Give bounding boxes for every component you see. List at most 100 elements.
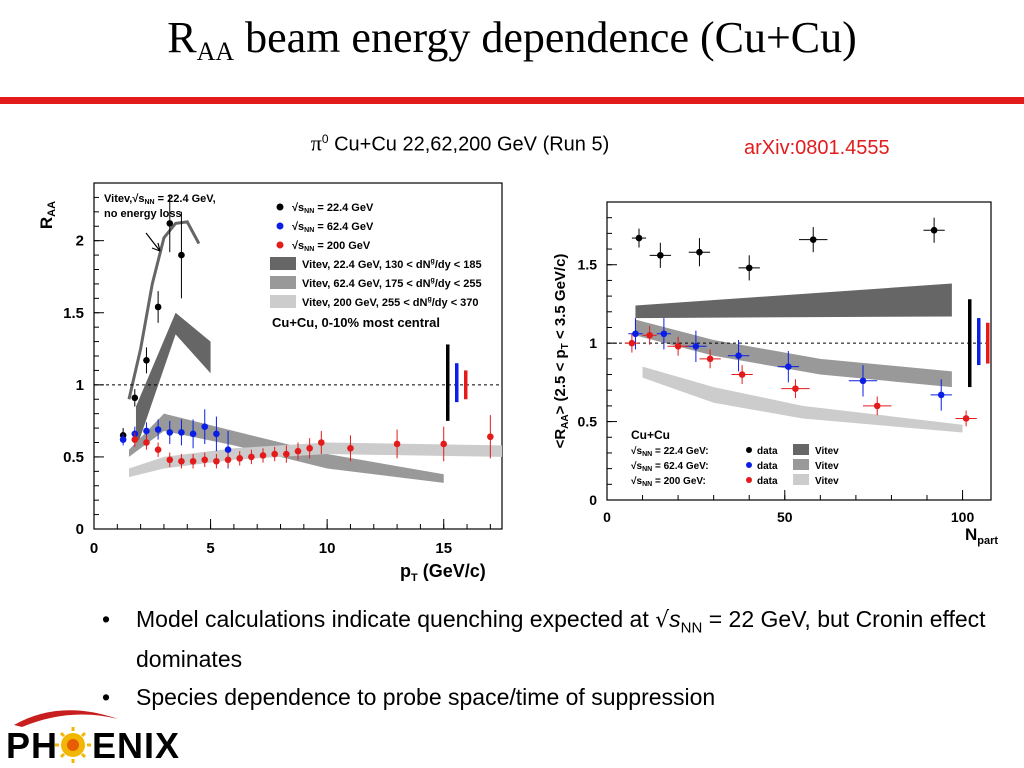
model-bands bbox=[635, 283, 963, 433]
data-point bbox=[154, 303, 162, 311]
data-point bbox=[294, 447, 302, 455]
data-point bbox=[809, 236, 817, 243]
legend-marker-200 bbox=[746, 477, 752, 483]
y-tick-label: 1.5 bbox=[578, 257, 598, 273]
systematic-bar bbox=[464, 370, 468, 400]
axes: 0 50 100 0 0.5 1 1.5 bbox=[578, 217, 975, 525]
legend-marker-62 bbox=[276, 222, 284, 230]
systematic-bars bbox=[968, 299, 990, 388]
data-point bbox=[696, 248, 703, 256]
legend-data-22: data bbox=[757, 446, 778, 457]
data-point bbox=[632, 330, 639, 338]
data-point bbox=[143, 357, 150, 364]
legend-data-200: data bbox=[757, 476, 778, 487]
data-point bbox=[131, 394, 139, 402]
data-point bbox=[962, 415, 970, 422]
legend-swatch-band-200 bbox=[270, 295, 296, 308]
legend: Cu+Cu √sNN = 22.4 GeV: data Vitev √sNN =… bbox=[631, 428, 839, 488]
legend-band-62: Vitev, 62.4 GeV, 175 < dNg/dy < 255 bbox=[302, 277, 482, 290]
slide-title: RAA beam energy dependence (Cu+Cu) bbox=[0, 8, 1024, 82]
title-main: R bbox=[167, 13, 197, 62]
legend-model-62: Vitev bbox=[815, 461, 839, 472]
bullet-list: Model calculations indicate quenching ex… bbox=[96, 604, 996, 720]
legend-centrality: Cu+Cu, 0-10% most central bbox=[272, 315, 440, 330]
systematic-bar bbox=[455, 363, 459, 403]
legend-swatch-band-200 bbox=[793, 474, 809, 485]
legend-data-62: data bbox=[757, 461, 778, 472]
data-point bbox=[735, 352, 742, 360]
data-point bbox=[318, 439, 325, 446]
x-tick-label: 0 bbox=[90, 540, 98, 557]
data-point bbox=[189, 430, 197, 438]
systematic-bar bbox=[446, 344, 450, 421]
model-band bbox=[635, 283, 952, 319]
data-point bbox=[131, 436, 139, 443]
data-point bbox=[646, 332, 653, 339]
y-tick-label: 1.5 bbox=[63, 305, 84, 322]
data-point bbox=[745, 264, 753, 272]
data-point bbox=[660, 330, 668, 338]
y-axis-title: <RAA> (2.5 < pT < 3.5 GeV/c) bbox=[552, 254, 571, 449]
x-tick-label: 50 bbox=[777, 509, 793, 525]
data-points bbox=[624, 217, 977, 427]
bullet-item: Species dependence to probe space/time o… bbox=[96, 682, 996, 712]
legend-swatch-band-62 bbox=[270, 276, 296, 289]
legend-model-200: Vitev bbox=[815, 476, 839, 487]
legend-title: Cu+Cu bbox=[631, 428, 670, 442]
model-band bbox=[635, 319, 952, 388]
legend-swatch-band-62 bbox=[793, 459, 809, 470]
legend-band-22: Vitev, 22.4 GeV, 130 < dNg/dy < 185 bbox=[302, 258, 482, 271]
y-tick-label: 0.5 bbox=[578, 414, 598, 430]
data-point bbox=[785, 363, 792, 370]
data-point bbox=[213, 430, 220, 438]
systematic-bar bbox=[986, 322, 990, 364]
plot-caption: π0 Cu+Cu 22,62,200 GeV (Run 5) bbox=[200, 126, 720, 158]
legend-marker-200 bbox=[276, 241, 284, 249]
data-point bbox=[154, 446, 162, 454]
legend-marker-62 bbox=[746, 462, 752, 468]
phenix-logo: PH ENIX bbox=[0, 703, 185, 766]
y-tick-label: 0.5 bbox=[63, 449, 84, 466]
y-tick-label: 0 bbox=[589, 492, 597, 508]
data-points bbox=[119, 194, 494, 469]
data-point bbox=[674, 342, 682, 350]
model-band bbox=[135, 312, 211, 450]
data-point bbox=[792, 385, 799, 392]
data-point bbox=[178, 251, 185, 259]
y-axis-title: RAA bbox=[37, 201, 58, 229]
arxiv-reference: arXiv:0801.4555 bbox=[744, 137, 890, 159]
data-point bbox=[236, 455, 244, 462]
title-divider bbox=[0, 97, 1024, 104]
annotation-line2: no energy loss bbox=[104, 208, 182, 220]
annotation-arrow bbox=[145, 232, 161, 252]
y-tick-label: 0 bbox=[76, 521, 84, 538]
data-point bbox=[657, 252, 664, 259]
x-tick-label: 5 bbox=[206, 540, 214, 557]
data-point bbox=[119, 436, 127, 443]
data-point bbox=[930, 226, 938, 234]
caption-pi-symbol: π bbox=[310, 130, 322, 156]
caption-superscript: 0 bbox=[321, 132, 329, 146]
caption-text: Cu+Cu 22,62,200 GeV (Run 5) bbox=[328, 133, 610, 156]
y-tick-label: 1 bbox=[76, 377, 84, 394]
no-eloss-curve bbox=[127, 220, 201, 400]
data-point bbox=[224, 456, 232, 464]
logo-swoosh bbox=[14, 710, 118, 763]
title-rest: beam energy dependence (Cu+Cu) bbox=[234, 13, 857, 62]
x-axis-title: pT (GeV/c) bbox=[400, 561, 486, 584]
legend-marker-22 bbox=[276, 203, 284, 211]
data-point bbox=[213, 457, 220, 465]
data-point bbox=[201, 456, 209, 464]
systematic-bars bbox=[446, 344, 468, 421]
axes: 0 5 10 15 0 0.5 1 1.5 2 bbox=[63, 196, 491, 557]
raa-vs-npart-chart: 0 50 100 0 0.5 1 1.5 Cu+Cu √sNN = 22.4 GeV: da… bbox=[552, 201, 998, 547]
legend-swatch-band-22 bbox=[270, 257, 296, 270]
data-point bbox=[178, 457, 185, 465]
data-point bbox=[937, 391, 945, 399]
data-point bbox=[859, 377, 867, 385]
data-point bbox=[706, 355, 714, 363]
data-point bbox=[143, 439, 150, 446]
x-tick-label: 100 bbox=[951, 509, 975, 525]
data-point bbox=[487, 433, 494, 441]
data-point bbox=[143, 427, 150, 435]
